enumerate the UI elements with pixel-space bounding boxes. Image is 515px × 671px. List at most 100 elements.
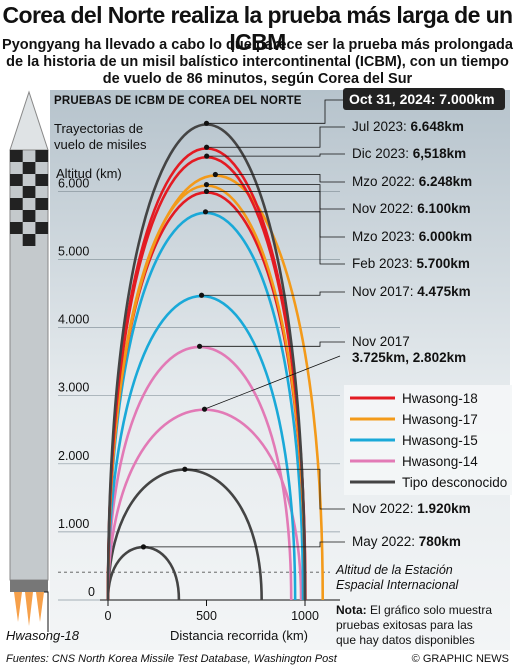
apogee-leader <box>184 468 345 510</box>
apogee-leader <box>206 153 345 157</box>
missile-checker <box>35 150 49 162</box>
page-subtitle: Pyongyang ha llevado a cabo lo que parec… <box>2 37 513 87</box>
note-line2: pruebas exitosas para las <box>336 618 473 632</box>
trajectory-hwasong-14 <box>106 345 293 601</box>
missile-checker <box>10 174 23 186</box>
trajectory-hwasong-15 <box>106 294 297 601</box>
legend-label: Hwasong-17 <box>402 412 478 427</box>
apogee-marker <box>212 171 218 178</box>
credit: © GRAPHIC NEWS <box>411 653 509 665</box>
apogee-marker <box>182 466 188 472</box>
apogee-leader <box>206 190 345 238</box>
missile-base <box>10 580 48 592</box>
iss-label-line2: Espacial Internacional <box>336 578 460 592</box>
label-date: Jul 2023: 6.648km <box>352 119 464 134</box>
note-line1: Nota: El gráfico solo muestra <box>336 603 492 617</box>
apogee-leader <box>206 184 345 210</box>
iss-label-line1: Altitud de la Estación <box>335 563 453 577</box>
apogee-leader <box>143 541 345 548</box>
label-value: 6.248km <box>419 174 472 189</box>
x-tick-label: 500 <box>196 609 217 623</box>
apogee-leader <box>206 126 345 148</box>
label-value: 6.648km <box>411 119 464 134</box>
apogee-leader <box>201 291 345 296</box>
missile-checker <box>22 162 36 174</box>
label-value: 6,518km <box>413 146 466 161</box>
label-value: 6.100km <box>417 201 470 216</box>
legend-label: Hwasong-18 <box>402 391 478 406</box>
label-date: Feb 2023: 5.700km <box>352 256 470 271</box>
chart-title: PRUEBAS DE ICBM DE COREA DEL NORTE <box>54 95 302 107</box>
missile-checker <box>35 198 49 210</box>
trajectory-tipo-desconocido <box>106 545 181 601</box>
chart-background <box>50 90 510 650</box>
missile-label-leader <box>44 591 49 632</box>
label-date: Dic 2023: 6,518km <box>352 146 466 161</box>
missile-flame <box>25 592 33 626</box>
missile-flame <box>14 592 22 622</box>
label-date: Nov 2022: 6.100km <box>352 201 471 216</box>
highlight-box <box>343 88 505 110</box>
label-value: 1.920km <box>417 501 470 516</box>
y-tick-label: 1.000 <box>58 517 89 531</box>
missile-checker <box>22 234 36 246</box>
x-axis-label: Distancia recorrida (km) <box>170 628 308 643</box>
note-line3: que hay datos disponibles <box>336 633 475 647</box>
apogee-leader <box>199 341 345 347</box>
label-value: 3.725km, 2.802km <box>352 350 466 365</box>
label-date: May 2022: 780km <box>352 534 461 549</box>
missile-checker <box>35 222 49 234</box>
label-value: 5.700km <box>417 256 470 271</box>
apogee-leader <box>204 355 341 410</box>
missile-checker <box>10 222 23 234</box>
label-value: 780km <box>419 534 461 549</box>
y-tick-label: 5.000 <box>58 245 89 259</box>
note-trajectories-line2: vuelo de misiles <box>54 137 147 152</box>
label-value: 4.475km <box>417 284 470 299</box>
label-date: Mzo 2022: 6.248km <box>352 174 472 189</box>
sources-footer: Fuentes: CNS North Korea Missile Test Da… <box>6 653 337 665</box>
legend-label: Tipo desconocido <box>402 475 507 490</box>
missile-checker <box>10 198 23 210</box>
note-trajectories-line1: Trayectorias de <box>54 121 143 136</box>
label-date: Nov 2017: 4.475km <box>352 284 471 299</box>
page-title: Corea del Norte realiza la prueba más la… <box>2 2 513 55</box>
y-tick-label: 6.000 <box>58 176 89 190</box>
y-tick-label: 3.000 <box>58 381 89 395</box>
missile-checker <box>35 174 49 186</box>
apogee-marker <box>202 209 209 215</box>
apogee-marker <box>198 292 205 298</box>
apogee-marker <box>197 343 203 349</box>
label-date: Nov 2017 <box>352 334 410 349</box>
note-bold: Nota: <box>336 603 370 617</box>
legend-label: Hwasong-15 <box>402 433 478 448</box>
missile-checker <box>22 186 36 198</box>
apogee-marker <box>140 544 147 550</box>
label-date: Oct 31, 2024: 7.000km <box>349 91 495 107</box>
apogee-leader <box>206 99 345 124</box>
missile-label: Hwasong-18 <box>6 628 80 643</box>
missile-checker <box>10 150 23 162</box>
trajectory-tipo-desconocido <box>106 123 307 601</box>
missile-nose <box>9 90 49 151</box>
y-tick-label: 2.000 <box>58 449 89 463</box>
missile-flame <box>36 592 44 622</box>
apogee-marker <box>203 144 210 150</box>
y-axis-label: Altitud (km) <box>56 166 122 181</box>
note-text: El gráfico solo muestra <box>370 603 492 617</box>
legend-label: Hwasong-14 <box>402 454 478 469</box>
apogee-leader <box>215 174 345 183</box>
y-tick-label: 0 <box>88 585 95 599</box>
y-tick-label: 4.000 <box>58 313 89 327</box>
x-tick-label: 0 <box>105 609 112 623</box>
label-date: Nov 2022: 1.920km <box>352 501 471 516</box>
label-value: 6.000km <box>419 229 472 244</box>
missile-checker <box>22 210 36 222</box>
trajectory-tipo-desconocido <box>106 468 263 601</box>
label-date: Mzo 2023: 6.000km <box>352 229 472 244</box>
trajectory-hwasong-18 <box>106 155 307 601</box>
apogee-leader <box>205 211 345 265</box>
apogee-marker <box>204 153 210 159</box>
x-tick-label: 1000 <box>291 609 319 623</box>
